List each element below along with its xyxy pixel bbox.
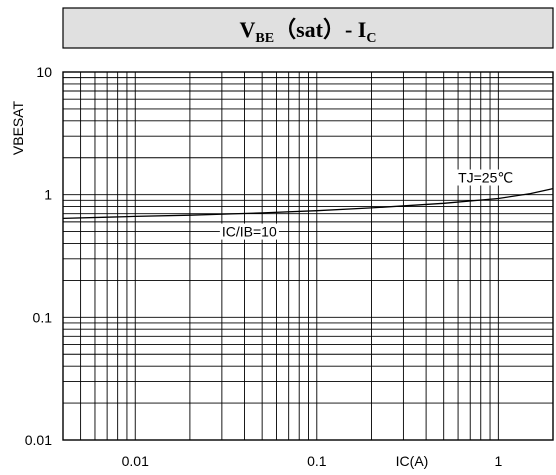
y-tick-label: 1: [44, 187, 52, 203]
x-tick-label: 0.01: [122, 453, 149, 469]
curve-layer: [62, 187, 554, 220]
annotation-text: TJ=25℃: [458, 170, 513, 186]
y-tick-label: 0.01: [25, 432, 52, 448]
y-axis-label: VBESAT: [10, 100, 26, 155]
annotation-background: [456, 169, 516, 186]
annotations: TJ=25℃ IC/IB=10: [219, 169, 516, 240]
y-tick-labels: 10 1 0.1 0.01: [25, 64, 52, 448]
title-sub: BE: [255, 31, 274, 46]
title-main: V: [240, 17, 256, 42]
x-tick-label: 0.1: [307, 453, 327, 469]
annotation-background: [219, 223, 279, 240]
y-tick-label: 10: [36, 64, 52, 80]
plot-frame: [62, 71, 554, 441]
annotation-text: IC/IB=10: [222, 224, 277, 240]
title-sub2: C: [366, 31, 376, 46]
y-tick-label: 0.1: [33, 309, 53, 325]
x-axis-label: IC(A): [396, 453, 429, 469]
series-line: [62, 187, 554, 220]
grid: [63, 72, 553, 440]
title-box: [62, 7, 554, 49]
chart-title-text: VBE（sat）- IC: [240, 17, 377, 46]
chart-title: VBE（sat）- IC: [62, 7, 554, 49]
x-tick-label: 1: [494, 453, 502, 469]
title-mid: （sat）- I: [274, 17, 366, 42]
x-tick-labels: 0.01 0.1 1: [122, 453, 503, 469]
